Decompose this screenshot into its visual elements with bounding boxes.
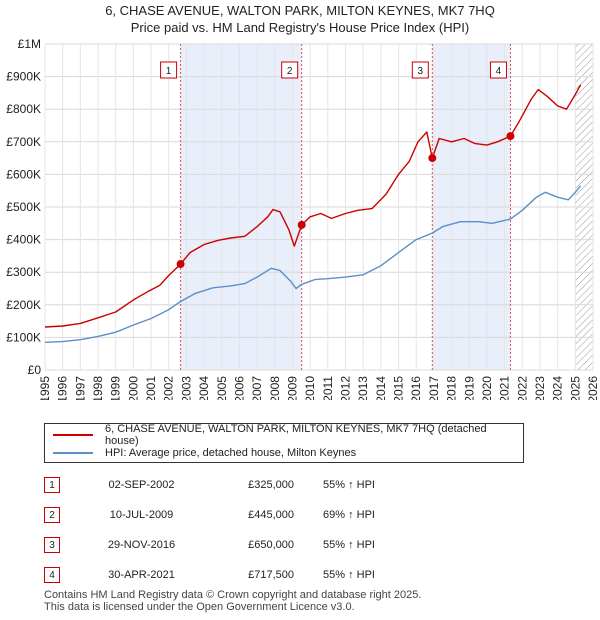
table-row: 2 10-JUL-2009 £445,000 69% ↑ HPI — [44, 500, 404, 530]
y-tick-label: £0 — [28, 363, 42, 377]
transaction-number-badge: 4 — [44, 567, 60, 583]
x-tick-label: 2012 — [339, 376, 353, 400]
transaction-number-badge: 2 — [44, 507, 60, 523]
transaction-date: 30-APR-2021 — [108, 569, 175, 581]
transaction-price: £717,500 — [248, 569, 294, 581]
transaction-hpi: 55% ↑ HPI — [323, 569, 375, 581]
x-tick-label: 2023 — [533, 376, 547, 400]
x-tick-label: 2020 — [480, 376, 494, 400]
x-tick-label: 2008 — [268, 376, 282, 400]
transaction-date: 10-JUL-2009 — [109, 509, 174, 521]
transaction-price: £650,000 — [248, 539, 294, 551]
x-tick-label: 2011 — [321, 376, 335, 400]
footer-copyright: Contains HM Land Registry data © Crown c… — [44, 589, 422, 601]
legend-label-property: 6, CHASE AVENUE, WALTON PARK, MILTON KEY… — [104, 423, 487, 447]
sale-point — [297, 220, 306, 229]
legend-swatch-hpi — [53, 452, 93, 454]
sale-number-label: 3 — [418, 66, 424, 77]
transaction-hpi: 69% ↑ HPI — [323, 509, 375, 521]
y-tick-label: £200K — [6, 298, 41, 312]
sale-point — [428, 154, 437, 163]
x-tick-label: 2003 — [179, 376, 193, 400]
x-tick-label: 2005 — [215, 376, 229, 400]
transaction-number-badge: 3 — [44, 537, 60, 553]
x-tick-label: 2025 — [568, 376, 582, 400]
x-tick-label: 2013 — [356, 376, 370, 400]
x-tick-label: 2024 — [551, 376, 565, 400]
x-tick-label: 2015 — [392, 376, 406, 400]
table-row: 1 02-SEP-2002 £325,000 55% ↑ HPI — [44, 470, 404, 500]
x-tick-label: 2016 — [409, 376, 423, 400]
hpi-series-line — [44, 185, 582, 343]
sale-number-badge — [489, 61, 507, 79]
x-tick-label: 2004 — [197, 376, 211, 400]
y-tick-label: £100K — [6, 330, 41, 344]
sale-point — [176, 260, 185, 269]
y-tick-label: £1M — [18, 37, 41, 51]
sale-number-badge — [411, 61, 429, 79]
x-tick-label: 1997 — [73, 376, 87, 400]
x-tick-label: 2002 — [162, 376, 176, 400]
x-tick-label: 2010 — [303, 376, 317, 400]
x-tick-label: 1999 — [109, 376, 123, 400]
legend-item-property: 6, CHASE AVENUE, WALTON PARK, MILTON KEY… — [53, 423, 523, 447]
x-tick-label: 1996 — [56, 376, 70, 400]
transaction-price: £445,000 — [248, 509, 294, 521]
transaction-hpi: 55% ↑ HPI — [323, 479, 375, 491]
transaction-date: 02-SEP-2002 — [108, 479, 175, 491]
x-tick-label: 2007 — [250, 376, 264, 400]
x-tick-label: 2006 — [232, 376, 246, 400]
y-tick-label: £500K — [6, 200, 41, 214]
x-tick-label: 2017 — [427, 376, 441, 400]
legend: 6, CHASE AVENUE, WALTON PARK, MILTON KEY… — [44, 423, 524, 463]
y-tick-label: £400K — [6, 233, 41, 247]
table-row: 3 29-NOV-2016 £650,000 55% ↑ HPI — [44, 530, 404, 560]
y-tick-label: £300K — [6, 265, 41, 279]
x-tick-label: 2000 — [126, 376, 140, 400]
x-tick-label: 1995 — [38, 376, 52, 400]
x-tick-label: 2014 — [374, 376, 388, 400]
sale-number-label: 2 — [287, 66, 293, 77]
transaction-number-badge: 1 — [44, 477, 60, 493]
chart-title: 6, CHASE AVENUE, WALTON PARK, MILTON KEY… — [105, 3, 495, 18]
transaction-hpi: 55% ↑ HPI — [323, 539, 375, 551]
price-chart: 1 2 3 4 £0 £100K £200K £300K £400K £500K £600K £70… — [6, 37, 600, 400]
table-row: 4 30-APR-2021 £717,500 55% ↑ HPI — [44, 560, 404, 590]
x-tick-label: 2022 — [515, 376, 529, 400]
chart-subtitle: Price paid vs. HM Land Registry's House … — [130, 20, 470, 35]
footer: Contains HM Land Registry data © Crown c… — [44, 589, 421, 613]
x-tick-label: 2019 — [462, 376, 476, 400]
sale-number-badge — [160, 61, 178, 79]
transactions-table: 1 02-SEP-2002 £325,000 55% ↑ HPI 2 10-JU… — [44, 470, 404, 590]
sale-point — [506, 132, 515, 141]
sale-number-label: 4 — [496, 66, 502, 77]
transaction-date: 29-NOV-2016 — [107, 539, 176, 551]
y-tick-label: £600K — [6, 167, 41, 181]
legend-item-hpi: HPI: Average price, detached house, Milt… — [53, 445, 356, 461]
legend-label-hpi: HPI: Average price, detached house, Milt… — [105, 447, 357, 459]
sale-number-label: 1 — [166, 66, 172, 77]
y-tick-label: £900K — [6, 70, 41, 84]
legend-swatch-property — [53, 434, 93, 436]
y-tick-label: £800K — [6, 102, 41, 116]
x-tick-label: 1998 — [91, 376, 105, 400]
x-tick-label: 2021 — [498, 376, 512, 400]
x-tick-label: 2009 — [285, 376, 299, 400]
sale-number-badge — [281, 61, 299, 79]
y-tick-label: £700K — [6, 135, 41, 149]
x-tick-label: 2026 — [586, 376, 600, 400]
transaction-price: £325,000 — [248, 479, 294, 491]
x-tick-label: 2018 — [445, 376, 459, 400]
footer-licence: This data is licensed under the Open Gov… — [44, 601, 355, 613]
x-tick-label: 2001 — [144, 376, 158, 400]
